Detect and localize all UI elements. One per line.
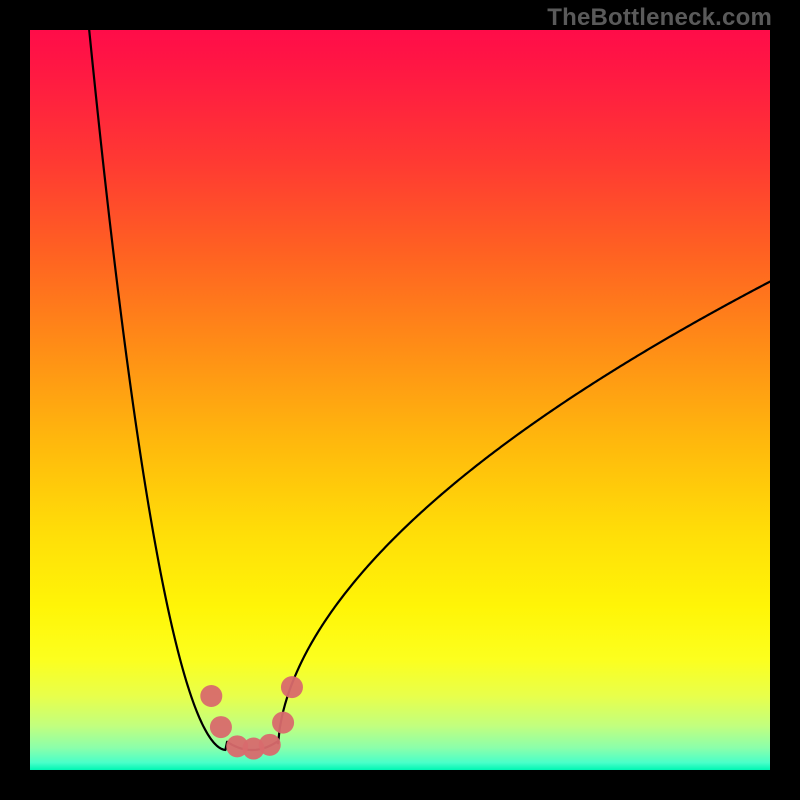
valley-marker <box>210 716 232 738</box>
valley-marker <box>272 712 294 734</box>
plot-svg <box>30 30 770 770</box>
valley-marker <box>200 685 222 707</box>
watermark-text: TheBottleneck.com <box>547 4 772 32</box>
valley-marker <box>281 676 303 698</box>
plot-area <box>30 30 770 770</box>
gradient-background <box>30 30 770 770</box>
chart-frame: TheBottleneck.com <box>0 0 800 800</box>
valley-marker <box>259 734 281 756</box>
